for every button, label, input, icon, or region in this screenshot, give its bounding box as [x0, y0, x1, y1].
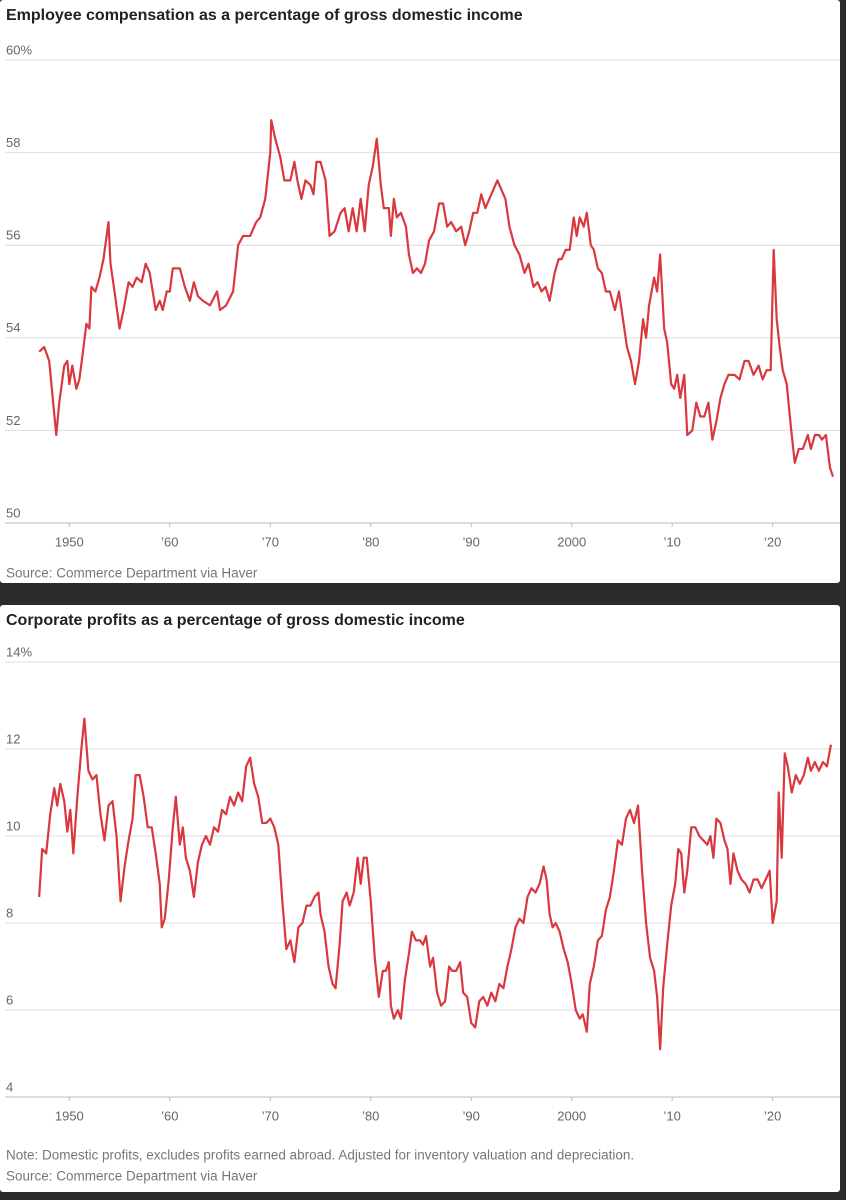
y-tick-label: 52 [6, 413, 20, 428]
y-tick-label: 6 [6, 992, 13, 1007]
x-tick-label: 2000 [557, 534, 586, 549]
data-line [38, 119, 835, 478]
y-tick-label: 4 [6, 1079, 13, 1094]
panel [0, 0, 840, 583]
y-tick-label: 10 [6, 818, 20, 833]
y-tick-label: 12 [6, 731, 20, 746]
panel [0, 605, 840, 1192]
y-tick-label: 50 [6, 505, 20, 520]
x-tick-label: ’20 [764, 534, 781, 549]
x-tick-label: ’70 [262, 534, 279, 549]
y-tick-label: 8 [6, 905, 13, 920]
x-tick-label: 1950 [55, 534, 84, 549]
y-tick-label: 60% [6, 42, 32, 57]
note: Note: Domestic profits, excludes profits… [6, 1148, 634, 1163]
y-tick-label: 58 [6, 135, 20, 150]
x-tick-label: ’60 [161, 534, 178, 549]
x-tick-label: ’20 [764, 1108, 781, 1123]
chart-title: Corporate profits as a percentage of gro… [6, 612, 465, 629]
data-line [38, 717, 833, 1051]
x-tick-label: ’10 [664, 1108, 681, 1123]
x-tick-label: ’60 [161, 1108, 178, 1123]
x-tick-label: 2000 [557, 1108, 586, 1123]
x-tick-label: ’90 [463, 534, 480, 549]
x-tick-label: 1950 [55, 1108, 84, 1123]
x-tick-label: ’10 [664, 534, 681, 549]
x-tick-label: ’80 [362, 534, 379, 549]
source: Source: Commerce Department via Haver [6, 566, 258, 581]
x-tick-label: ’90 [463, 1108, 480, 1123]
x-tick-label: ’70 [262, 1108, 279, 1123]
x-tick-label: ’80 [362, 1108, 379, 1123]
y-tick-label: 56 [6, 228, 20, 243]
y-tick-label: 14% [6, 644, 32, 659]
chart-title: Employee compensation as a percentage of… [6, 7, 523, 24]
source: Source: Commerce Department via Haver [6, 1169, 258, 1184]
y-tick-label: 54 [6, 320, 20, 335]
